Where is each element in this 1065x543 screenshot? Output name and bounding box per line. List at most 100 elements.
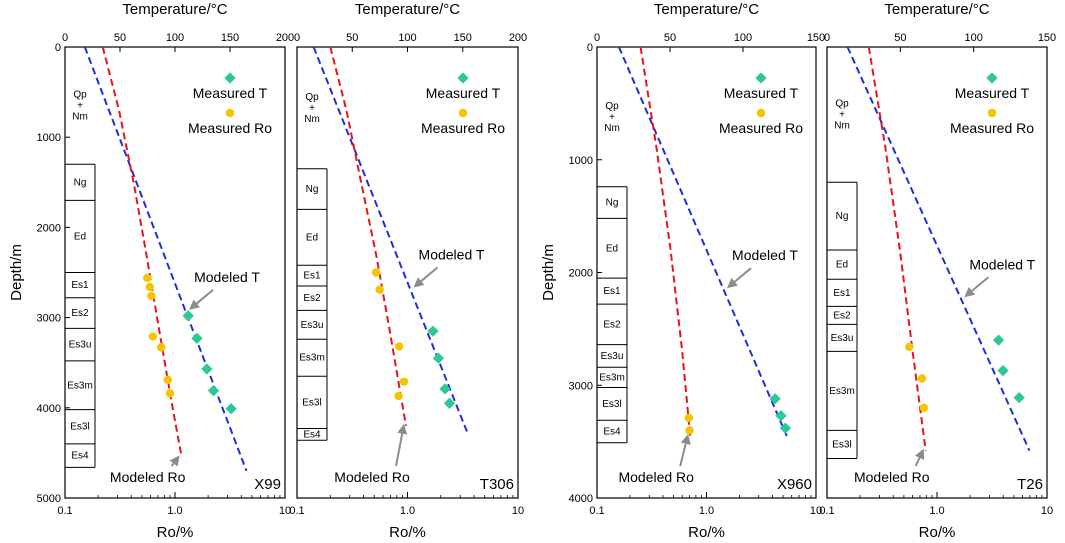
modeled-t-curve <box>312 46 470 436</box>
legend-measured-ro-label: Measured Ro <box>188 120 272 136</box>
strata-label: + <box>839 110 845 121</box>
ro-tick-label: 10 <box>810 505 822 517</box>
plot-frame <box>296 46 519 499</box>
strata-label: Es4 <box>71 451 89 462</box>
temp-tick-label: 150 <box>454 32 472 44</box>
measured-t-point <box>439 383 451 395</box>
strata-label: Es1 <box>603 286 621 297</box>
temp-axis-title: Temperature/°C <box>884 1 989 18</box>
strata-label: Qp <box>305 92 319 103</box>
strata-label: Nm <box>604 123 620 134</box>
ro-axis-title: Ro/% <box>919 524 956 541</box>
annotation-arrow-head <box>680 433 691 445</box>
strata-label: Es3l <box>70 422 89 433</box>
depth-tick-label: 4000 <box>569 493 593 505</box>
measured-t-point <box>182 310 194 322</box>
strata-label: + <box>77 101 83 112</box>
annotation-arrow-head <box>915 448 925 460</box>
strata-label: Ed <box>836 260 848 271</box>
measured-ro-point <box>148 332 158 341</box>
strata-label: Es3u <box>601 351 624 362</box>
depth-tick-label: 4000 <box>37 403 61 415</box>
strata-label: Es2 <box>833 310 851 321</box>
well-label: X960 <box>777 476 812 493</box>
strata-label: Qp <box>605 101 619 112</box>
depth-tick-label: 2000 <box>37 222 61 234</box>
modeled-t-annotation: Modeled T <box>732 247 798 263</box>
depth-tick-label: 3000 <box>569 380 593 392</box>
ro-tick-label: 1.0 <box>167 505 182 517</box>
annotation-arrow-shaft <box>196 289 214 305</box>
temp-tick-label: 100 <box>166 32 184 44</box>
strata-label: + <box>609 112 615 123</box>
annotation-arrow-head <box>726 277 738 289</box>
annotation-arrow-shaft <box>679 443 687 467</box>
legend-measured-t-marker <box>457 72 469 84</box>
panel-x960: 0 50 100 150 Temperature/°C 0.1 1.0 10 Ro/% 0 1000… <box>540 1 825 541</box>
modeled-ro-annotation: Modeled Ro <box>110 469 186 485</box>
ro-tick-label: 10 <box>279 505 291 517</box>
temp-tick-label: 0 <box>294 32 300 44</box>
ro-axis-title: Ro/% <box>688 524 725 541</box>
ro-tick-label: 1.0 <box>929 505 944 517</box>
measured-ro-point <box>684 413 694 423</box>
strata-label: Ng <box>836 211 849 222</box>
annotation-arrow-shaft <box>420 266 439 282</box>
measured-t-point <box>191 332 203 345</box>
measured-ro-point <box>147 291 156 301</box>
modeled-t-curve <box>846 46 1031 452</box>
strata-label: Ed <box>74 231 86 242</box>
ro-tick-label: 10 <box>1041 505 1053 517</box>
measured-ro-point <box>157 343 166 352</box>
temp-tick-label: 50 <box>346 32 358 44</box>
strata-label: Es3u <box>831 333 854 344</box>
strata-label: Nm <box>72 112 88 123</box>
depth-tick-label: 5000 <box>37 493 61 505</box>
measured-t-point <box>432 352 445 364</box>
temp-axis-title: Temperature/°C <box>122 1 227 18</box>
well-label: X99 <box>254 476 281 493</box>
depth-tick-label: 0 <box>587 42 593 54</box>
ro-axis-title: Ro/% <box>389 524 426 541</box>
legend-measured-t-label: Measured T <box>955 85 1030 101</box>
strata-label: Ng <box>306 184 319 195</box>
strata-label: + <box>309 103 315 114</box>
measured-ro-point <box>165 389 175 398</box>
measured-t-point <box>427 325 439 337</box>
modeled-t-annotation: Modeled T <box>419 246 485 262</box>
temp-tick-label: 0 <box>824 32 830 44</box>
measured-ro-point <box>371 268 381 277</box>
annotation-arrow-shaft <box>914 457 921 467</box>
strata-label: Es1 <box>303 271 321 282</box>
depth-tick-label: 1000 <box>37 132 61 144</box>
legend-measured-t-marker <box>986 72 998 84</box>
annotation-arrow-shaft <box>395 433 404 467</box>
strata-label: Es2 <box>303 293 321 304</box>
ro-tick-label: 1.0 <box>699 505 714 517</box>
measured-ro-point <box>163 375 172 385</box>
strata-label: Qp <box>73 90 87 101</box>
temp-tick-label: 0 <box>594 32 600 44</box>
legend-measured-t-label: Measured T <box>193 85 268 101</box>
temp-tick-label: 50 <box>114 32 126 44</box>
measured-t-point <box>1013 391 1025 404</box>
modeled-ro-curve <box>101 46 183 458</box>
measured-ro-point <box>919 403 929 412</box>
legend-measured-ro-label: Measured Ro <box>719 120 803 136</box>
legend-measured-ro-label: Measured Ro <box>950 120 1034 136</box>
temp-tick-label: 100 <box>398 32 416 44</box>
temp-tick-label: 150 <box>807 32 825 44</box>
temp-tick-label: 150 <box>221 32 239 44</box>
modeled-ro-curve <box>329 46 407 426</box>
annotation-arrow-shaft <box>971 276 989 292</box>
legend-measured-ro-marker <box>458 108 468 118</box>
modeled-t-annotation: Modeled T <box>969 256 1035 272</box>
annotation-arrow-shaft <box>170 462 175 467</box>
legend-measured-ro-marker <box>987 108 997 118</box>
temp-tick-label: 50 <box>664 32 676 44</box>
legend-measured-ro-label: Measured Ro <box>421 120 505 136</box>
well-label: T26 <box>1017 476 1043 493</box>
legend-measured-t-label: Measured T <box>724 85 799 101</box>
